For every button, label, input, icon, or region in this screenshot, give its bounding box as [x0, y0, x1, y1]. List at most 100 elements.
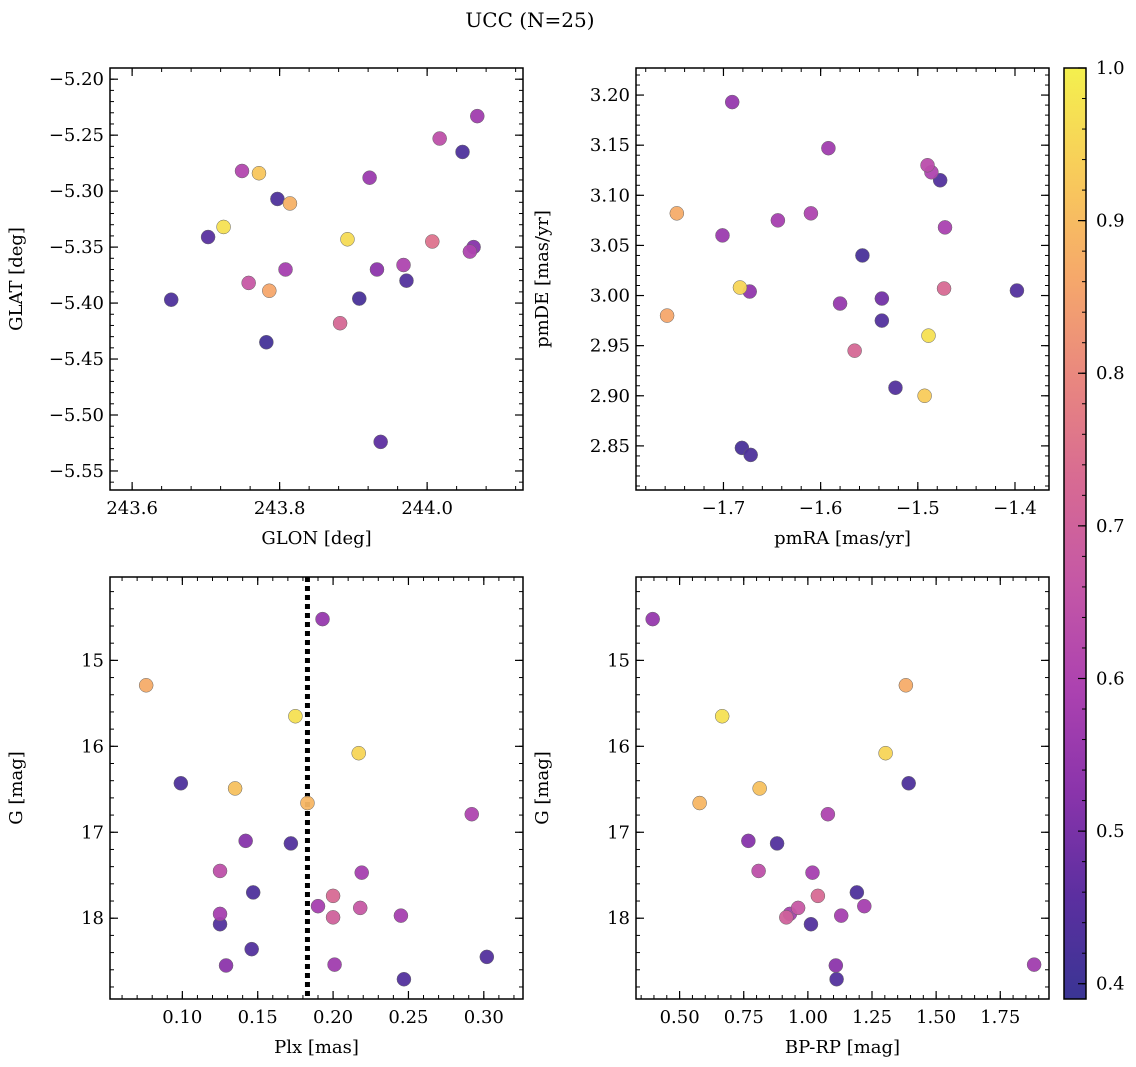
data-point: [790, 900, 806, 916]
scatter-points: [138, 611, 495, 987]
axes-frame: [109, 67, 524, 491]
data-point: [821, 140, 836, 156]
data-point: [732, 280, 748, 295]
data-point: [770, 213, 786, 228]
data-point: [833, 908, 849, 923]
y-tick-label: 2.85: [590, 436, 630, 457]
y-tick-label: 16: [607, 736, 630, 757]
y-tick-label: 2.95: [590, 336, 630, 357]
data-point: [262, 283, 277, 299]
data-point: [714, 708, 730, 724]
data-point: [218, 958, 234, 973]
y-tick-label: −5.35: [49, 237, 104, 258]
data-point: [803, 206, 819, 221]
data-point: [352, 291, 367, 306]
data-point: [369, 262, 385, 277]
colorbar-tick-label: 0.4: [1096, 974, 1125, 995]
data-point: [917, 388, 932, 404]
y-tick-label: −5.55: [49, 461, 104, 482]
data-point: [888, 380, 903, 396]
y-tick-label: 18: [81, 908, 104, 929]
y-tick-label: 2.90: [590, 386, 630, 407]
data-point: [300, 795, 315, 811]
y-tick-label: 18: [607, 908, 630, 929]
data-point: [325, 910, 341, 925]
data-point: [163, 292, 179, 307]
data-point: [244, 941, 259, 957]
data-point: [270, 191, 285, 207]
data-point: [1026, 957, 1042, 972]
colorbar-tick-label: 0.5: [1096, 821, 1125, 842]
colorbar-gradient: [1064, 68, 1086, 999]
x-tick-label: −1.7: [702, 498, 746, 519]
x-tick-label: 1.75: [980, 1007, 1020, 1028]
x-tick-label: 1.50: [916, 1007, 956, 1028]
y-tick-label: 15: [81, 650, 104, 671]
data-point: [462, 244, 478, 259]
data-point: [857, 898, 872, 914]
data-point: [803, 916, 819, 932]
y-tick-label: 3.00: [590, 286, 630, 307]
data-point: [283, 836, 299, 851]
y-tick-label: 17: [607, 822, 630, 843]
data-point: [659, 308, 675, 323]
data-point: [396, 971, 412, 987]
data-point: [432, 131, 447, 146]
data-point: [373, 434, 388, 450]
x-tick-label: 1.00: [788, 1007, 828, 1028]
data-point: [340, 232, 355, 247]
y-tick-label: −5.25: [49, 125, 104, 146]
y-tick-label: −5.40: [49, 293, 104, 314]
scatter-points: [659, 94, 1025, 463]
data-point: [327, 957, 342, 972]
x-tick-label: −1.6: [799, 498, 843, 519]
x-axis-label: BP-RP [mag]: [785, 1037, 900, 1058]
data-point: [874, 291, 890, 306]
data-point: [325, 888, 341, 904]
axes-frame: [109, 576, 524, 1000]
data-point: [396, 257, 411, 273]
y-tick-label: −5.30: [49, 181, 104, 202]
data-point: [212, 863, 228, 879]
data-point: [901, 776, 916, 791]
data-point: [847, 343, 862, 358]
data-point: [234, 163, 250, 179]
data-point: [351, 745, 366, 761]
data-point: [849, 885, 865, 900]
data-point: [216, 219, 231, 235]
data-point: [212, 906, 228, 922]
colorbar: 0.4 0.5 0.6 0.7 0.8 0.9 1.0: [1063, 58, 1125, 1000]
data-point: [645, 611, 660, 627]
panel-plx-g: 0.10 0.15 0.20 0.25 0.30 15 16 17 18 Plx [mas] G […: [6, 576, 524, 1058]
x-tick-label: −1.5: [896, 498, 940, 519]
data-point: [352, 900, 368, 916]
data-point: [715, 228, 730, 243]
data-point: [805, 865, 820, 880]
y-tick-label: −5.20: [49, 69, 104, 90]
x-axis-label: Plx [mas]: [274, 1037, 359, 1058]
data-point: [315, 611, 330, 627]
panel-bprp-g: 0.50 0.75 1.00 1.25 1.50 1.75 15 16 17 18 BP-RP [m…: [532, 576, 1050, 1058]
data-point: [829, 971, 844, 987]
y-tick-label: 3.20: [590, 85, 630, 106]
x-tick-label: 0.75: [724, 1007, 764, 1028]
data-point: [479, 949, 495, 965]
x-tick-label: 0.25: [388, 1007, 428, 1028]
y-tick-label: −5.50: [49, 405, 104, 426]
axes-frame: [635, 67, 1050, 491]
data-point: [874, 313, 890, 328]
minor-ticks: [110, 67, 523, 490]
y-axis-label: GLAT [deg]: [6, 227, 27, 331]
data-point: [669, 206, 685, 221]
y-tick-label: 3.05: [590, 235, 630, 256]
data-point: [173, 776, 189, 791]
y-tick-label: −5.45: [49, 349, 104, 370]
data-point: [200, 229, 216, 245]
colorbar-tick-label: 1.0: [1096, 58, 1125, 79]
data-point: [751, 863, 766, 879]
x-tick-label: 1.25: [852, 1007, 892, 1028]
colorbar-tick-label: 0.6: [1096, 668, 1125, 689]
data-point: [393, 908, 409, 923]
x-tick-label: 244.0: [401, 498, 453, 519]
data-point: [227, 781, 243, 796]
